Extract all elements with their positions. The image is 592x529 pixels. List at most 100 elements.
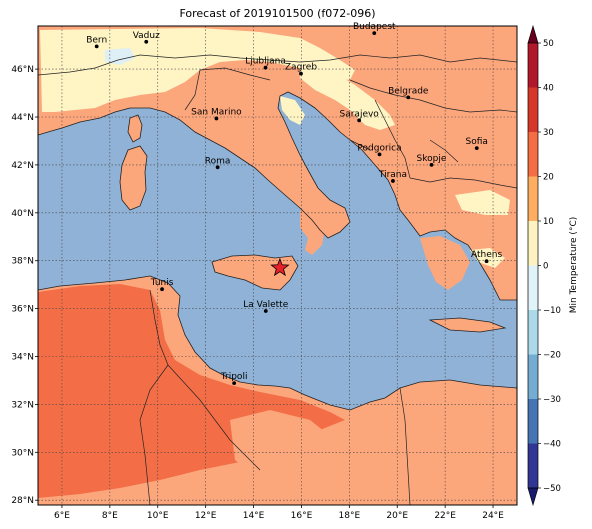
city-dot-icon: [144, 39, 149, 44]
city-label: Vaduz: [133, 31, 160, 41]
city-ljubljana: Ljubljana: [245, 57, 286, 70]
colorbar-tick-label: −30: [543, 395, 561, 405]
city-dot-icon: [391, 179, 395, 183]
city-budapest: Budapest: [353, 22, 396, 36]
city-label: Tirana: [378, 170, 407, 180]
colorbar-tick-label: 20: [543, 173, 554, 183]
city-zagreb: Zagreb: [285, 63, 317, 76]
longitude-axis: 6°E 8°E 10°E 12°E 14°E 16°E 18°E 20°E 22°E 24°E: [54, 505, 504, 521]
sicily: [212, 255, 298, 290]
city-label: Podgorica: [357, 143, 401, 153]
city-dot-icon: [474, 146, 479, 151]
colorbar-segment: [528, 87, 538, 133]
colorbar-tick-label: 0: [543, 262, 548, 272]
lat-tick-label: 36°N: [11, 305, 34, 315]
lat-tick-label: 44°N: [11, 113, 34, 123]
forecast-location-star-icon: [270, 257, 290, 277]
city-tunis: Tunis: [150, 278, 174, 292]
city-dot-icon: [484, 259, 489, 264]
greece-cool-zone: [470, 248, 505, 268]
colorbar: 50 40 30 20 10 0 −10 −20 −30 −40 −50 Min Temperatur…: [527, 24, 579, 507]
city-sofia: Sofia: [466, 137, 488, 151]
lat-tick-label: 42°N: [11, 161, 34, 171]
colorbar-tick-label: 10: [543, 217, 554, 227]
city-label: Athens: [471, 250, 502, 260]
colorbar-tick-label: −50: [543, 484, 561, 494]
city-dot-icon: [263, 65, 268, 70]
alps-cold-patch: [105, 48, 135, 65]
colorbar-segment: [528, 221, 538, 266]
colorbar-tick-label: −20: [543, 351, 561, 361]
city-label: Tunis: [150, 278, 174, 288]
colorbar-segment: [528, 354, 538, 400]
city-dot-icon: [94, 44, 99, 49]
city-tirana: Tirana: [378, 170, 407, 183]
colorbar-segment: [528, 265, 538, 311]
city-sarajevo: Sarajevo: [340, 109, 380, 123]
coastlines: [38, 91, 517, 411]
city-label: Tripoli: [220, 372, 248, 382]
city-label: Zagreb: [285, 63, 317, 73]
city-label: Roma: [205, 156, 231, 166]
egypt-zone: [395, 410, 517, 505]
city-dot-icon: [160, 287, 164, 292]
aegean-north-cool-zone: [455, 190, 510, 215]
latitude-axis: 46°N 44°N 42°N 40°N 38°N 36°N 34°N 32°N 30°N 28°N: [11, 65, 38, 506]
city-dot-icon: [357, 118, 362, 123]
colorbar-segment: [528, 132, 538, 177]
colorbar-segment: [528, 310, 538, 355]
colorbar-segment: [528, 43, 538, 88]
lon-tick-label: 22°E: [434, 511, 456, 521]
corsica: [128, 115, 142, 142]
colorbar-tick-label: 30: [543, 128, 554, 138]
lat-tick-label: 30°N: [11, 448, 34, 458]
europe-mainland: [38, 26, 517, 300]
lon-tick-label: 18°E: [339, 511, 361, 521]
city-dot-icon: [263, 309, 268, 313]
dinaric-cool-zone: [300, 60, 395, 130]
city-label: Bern: [86, 35, 107, 45]
colorbar-segment: [528, 399, 538, 444]
city-dot-icon: [429, 163, 434, 167]
city-bern: Bern: [86, 35, 107, 49]
city-dot-icon: [215, 165, 220, 170]
lon-tick-label: 8°E: [102, 511, 118, 521]
city-tripoli: Tripoli: [220, 372, 248, 385]
city-la-valette: La Valette: [243, 300, 289, 313]
city-podgorica: Podgorica: [357, 143, 402, 157]
city-label: San Marino: [191, 107, 242, 117]
sardinia: [120, 146, 147, 210]
city-dot-icon: [214, 116, 219, 121]
colorbar-segment: [528, 176, 538, 222]
lat-tick-label: 38°N: [11, 257, 34, 267]
peloponnese: [420, 236, 470, 290]
city-belgrade: Belgrade: [388, 86, 429, 100]
city-label: Budapest: [353, 22, 396, 32]
city-athens: Athens: [471, 250, 502, 264]
colorbar-tick-label: −40: [543, 440, 561, 450]
city-label: Skopje: [417, 154, 447, 164]
colorbar-tick-label: −10: [543, 306, 561, 316]
lon-tick-label: 12°E: [195, 511, 217, 521]
city-dot-icon: [232, 381, 237, 385]
city-label: Sarajevo: [340, 109, 380, 119]
lat-tick-label: 32°N: [11, 400, 34, 410]
map-title: Forecast of 2019101500 (f072-096): [179, 7, 376, 20]
city-dot-icon: [299, 71, 303, 76]
colorbar-tick-label: 50: [543, 39, 554, 49]
graticule: [38, 26, 517, 505]
city-label: Belgrade: [388, 86, 429, 96]
city-label: Ljubljana: [245, 57, 286, 67]
city-san-marino: San Marino: [191, 107, 242, 121]
calabria: [300, 210, 325, 255]
lon-tick-label: 6°E: [54, 511, 70, 521]
city-skopje: Skopje: [417, 154, 447, 167]
city-dot-icon: [406, 95, 411, 100]
lon-tick-label: 14°E: [243, 511, 265, 521]
adriatic-coast-cool-zone: [280, 96, 305, 125]
city-dot-icon: [377, 152, 382, 157]
city-label: La Valette: [243, 300, 288, 310]
city-dot-icon: [372, 31, 377, 36]
